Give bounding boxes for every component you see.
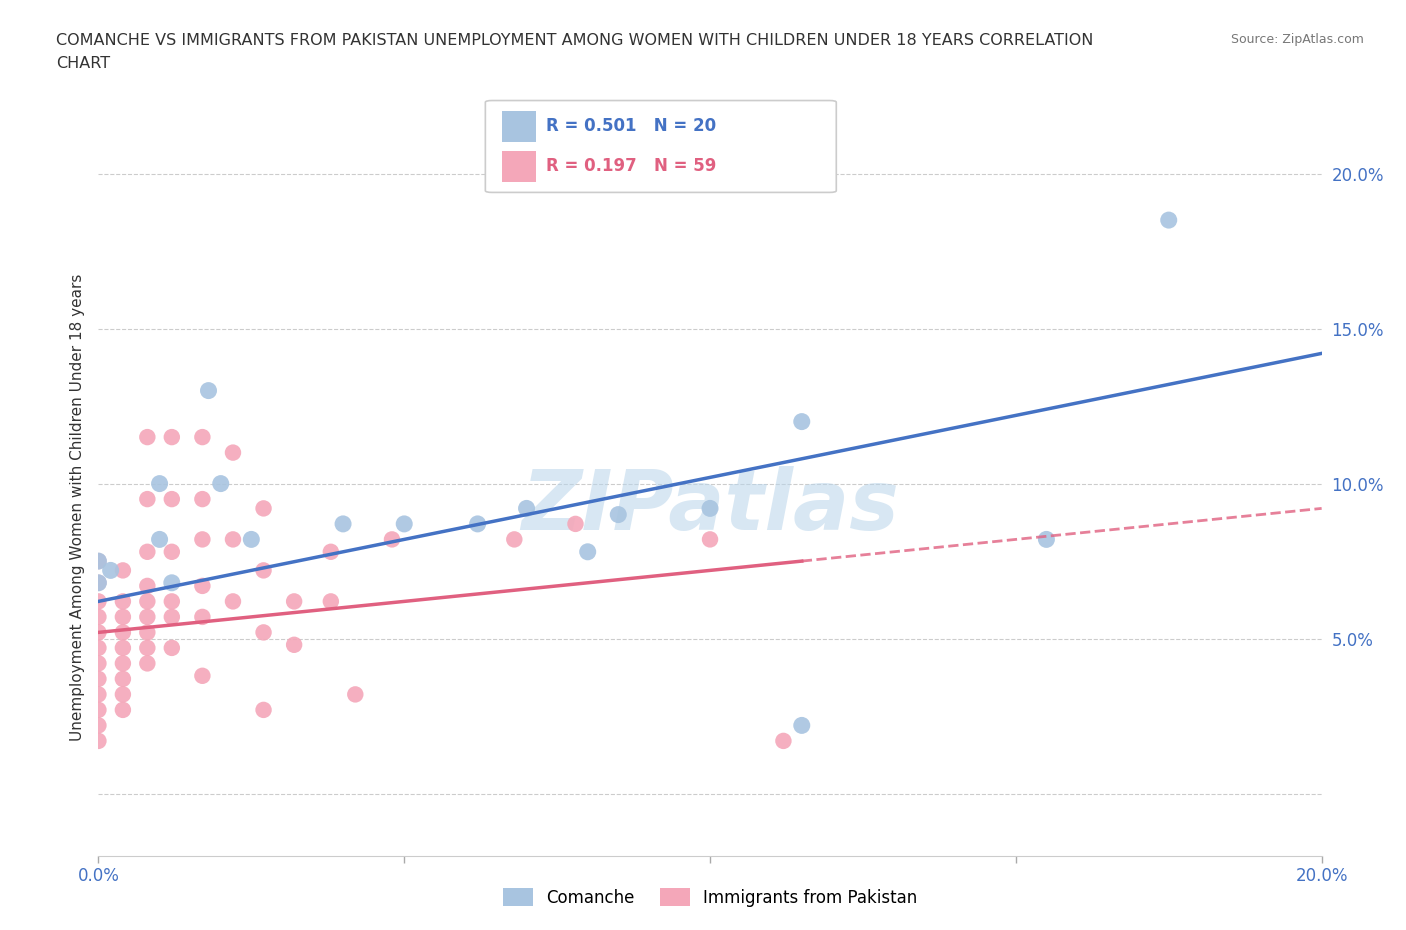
Point <box>160 609 183 624</box>
Point <box>111 609 134 624</box>
Text: ZIPatlas: ZIPatlas <box>522 466 898 548</box>
Point <box>191 532 214 547</box>
Point <box>87 718 110 733</box>
Text: Source: ZipAtlas.com: Source: ZipAtlas.com <box>1230 33 1364 46</box>
Point <box>699 532 721 547</box>
Text: COMANCHE VS IMMIGRANTS FROM PAKISTAN UNEMPLOYMENT AMONG WOMEN WITH CHILDREN UNDE: COMANCHE VS IMMIGRANTS FROM PAKISTAN UNE… <box>56 33 1094 47</box>
Point <box>319 594 342 609</box>
Point <box>136 609 159 624</box>
Point <box>191 609 214 624</box>
Point <box>222 532 245 547</box>
Point <box>160 430 183 445</box>
Point <box>111 671 134 686</box>
Text: R = 0.197   N = 59: R = 0.197 N = 59 <box>546 157 717 175</box>
Point <box>240 532 263 547</box>
Point <box>136 492 159 507</box>
Point <box>283 637 305 652</box>
Point <box>87 609 110 624</box>
Legend: Comanche, Immigrants from Pakistan: Comanche, Immigrants from Pakistan <box>496 882 924 913</box>
Point <box>790 414 813 429</box>
Point <box>87 553 110 568</box>
Point <box>191 578 214 593</box>
Point <box>111 625 134 640</box>
FancyBboxPatch shape <box>485 100 837 193</box>
Point <box>87 576 110 591</box>
Bar <box>502 151 536 182</box>
Point <box>100 563 122 578</box>
Point <box>191 669 214 684</box>
Point <box>149 476 172 491</box>
Point <box>160 492 183 507</box>
Point <box>790 718 813 733</box>
Point <box>136 578 159 593</box>
Point <box>516 501 538 516</box>
Point <box>87 656 110 671</box>
Point <box>252 563 274 578</box>
Text: CHART: CHART <box>56 56 110 71</box>
Point <box>111 687 134 702</box>
Point <box>136 544 159 559</box>
Point <box>87 702 110 717</box>
Point <box>87 641 110 656</box>
Point <box>136 430 159 445</box>
Point <box>1157 213 1180 228</box>
Point <box>111 641 134 656</box>
Point <box>111 563 134 578</box>
Point <box>160 544 183 559</box>
Point <box>467 516 489 531</box>
Point <box>160 594 183 609</box>
Point <box>136 656 159 671</box>
Point <box>136 625 159 640</box>
Point <box>1035 532 1057 547</box>
Point <box>332 516 354 531</box>
Point <box>699 501 721 516</box>
Y-axis label: Unemployment Among Women with Children Under 18 years: Unemployment Among Women with Children U… <box>69 273 84 740</box>
Point <box>197 383 219 398</box>
Text: R = 0.501   N = 20: R = 0.501 N = 20 <box>546 117 716 135</box>
Point <box>252 501 274 516</box>
Point <box>772 734 794 749</box>
Point <box>136 594 159 609</box>
Point <box>111 594 134 609</box>
Point <box>87 594 110 609</box>
Point <box>222 594 245 609</box>
Point <box>160 576 183 591</box>
Point <box>381 532 404 547</box>
Point <box>564 516 586 531</box>
Point <box>87 687 110 702</box>
Point <box>191 492 214 507</box>
Point <box>191 430 214 445</box>
Point <box>283 594 305 609</box>
Bar <box>502 112 536 142</box>
Point <box>87 671 110 686</box>
Point <box>160 641 183 656</box>
Point <box>252 702 274 717</box>
Point <box>222 445 245 460</box>
Point <box>344 687 367 702</box>
Point <box>87 625 110 640</box>
Point <box>319 544 342 559</box>
Point <box>87 734 110 749</box>
Point <box>209 476 232 491</box>
Point <box>111 702 134 717</box>
Point <box>87 553 110 568</box>
Point <box>576 544 599 559</box>
Point <box>503 532 526 547</box>
Point <box>607 507 630 522</box>
Point <box>111 656 134 671</box>
Point <box>392 516 416 531</box>
Point <box>149 532 172 547</box>
Point <box>252 625 274 640</box>
Point <box>87 576 110 591</box>
Point <box>136 641 159 656</box>
